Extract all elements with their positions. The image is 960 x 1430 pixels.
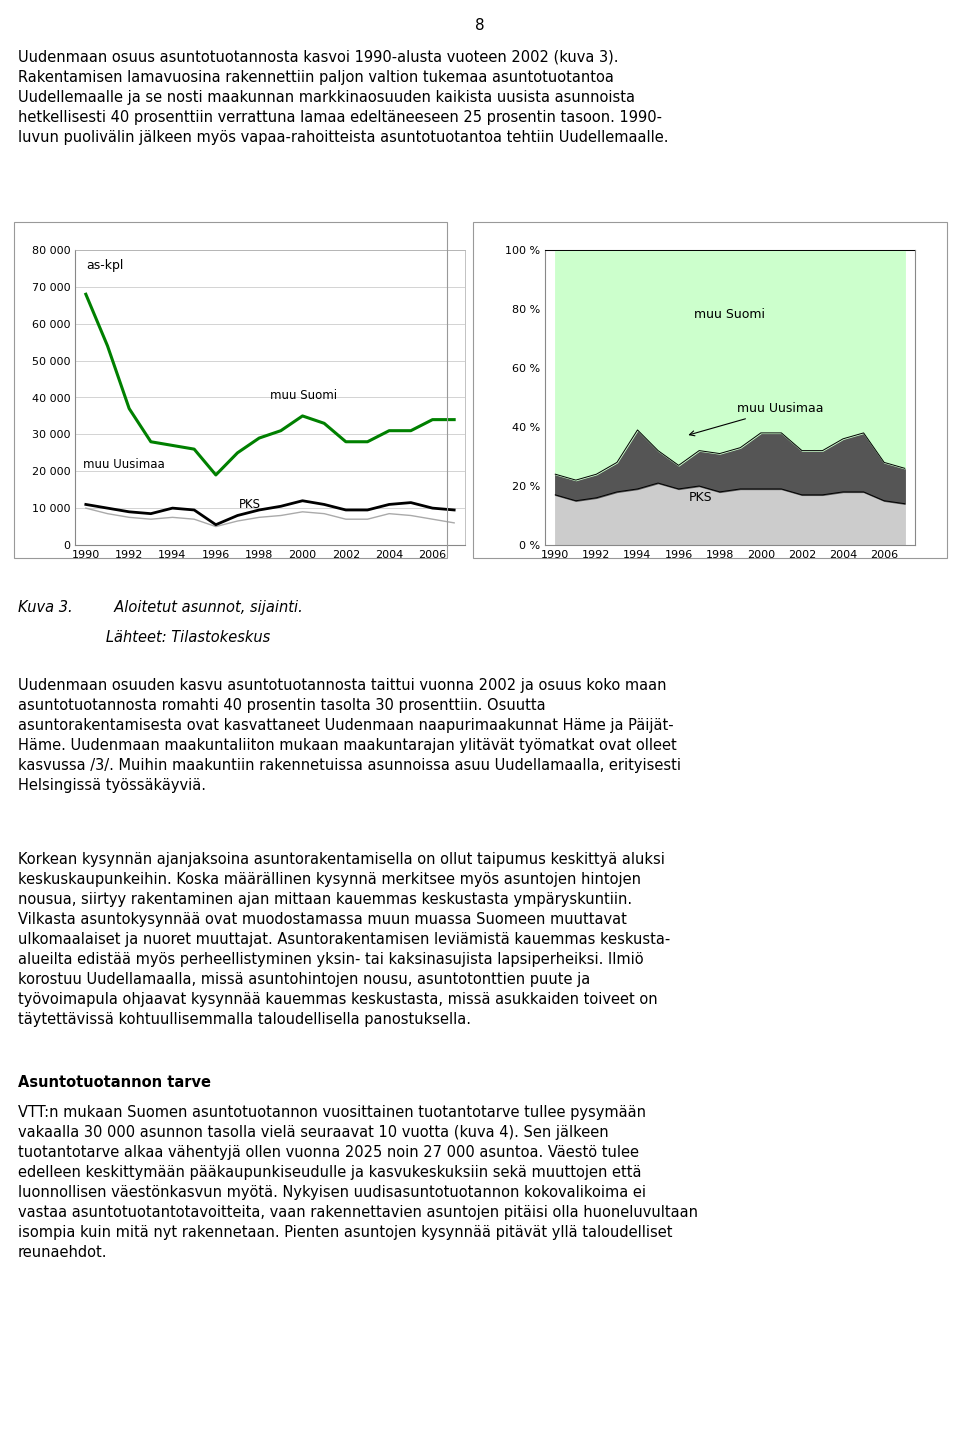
Text: muu Suomi: muu Suomi [694, 309, 765, 322]
Text: muu Suomi: muu Suomi [270, 389, 337, 402]
Text: muu Uusimaa: muu Uusimaa [689, 402, 824, 436]
Text: PKS: PKS [688, 492, 712, 505]
Text: VTT:n mukaan Suomen asuntotuotannon vuosittainen tuotantotarve tullee pysymään
v: VTT:n mukaan Suomen asuntotuotannon vuos… [18, 1105, 698, 1260]
Text: Uudenmaan osuus asuntotuotannosta kasvoi 1990-alusta vuoteen 2002 (kuva 3).
Rake: Uudenmaan osuus asuntotuotannosta kasvoi… [18, 50, 668, 146]
Text: Korkean kysynnän ajanjaksoina asuntorakentamisella on ollut taipumus keskittyä a: Korkean kysynnän ajanjaksoina asuntorake… [18, 852, 670, 1027]
Text: Kuva 3.         Aloitetut asunnot, sijainti.: Kuva 3. Aloitetut asunnot, sijainti. [18, 601, 302, 615]
Text: PKS: PKS [239, 498, 261, 511]
Text: Lähteet: Tilastokeskus: Lähteet: Tilastokeskus [18, 631, 271, 645]
Text: 8: 8 [475, 19, 485, 33]
Text: Asuntotuotannon tarve: Asuntotuotannon tarve [18, 1075, 211, 1090]
Text: muu Uusimaa: muu Uusimaa [83, 458, 164, 470]
Text: as-kpl: as-kpl [86, 259, 124, 272]
Text: Uudenmaan osuuden kasvu asuntotuotannosta taittui vuonna 2002 ja osuus koko maan: Uudenmaan osuuden kasvu asuntotuotannost… [18, 678, 681, 794]
